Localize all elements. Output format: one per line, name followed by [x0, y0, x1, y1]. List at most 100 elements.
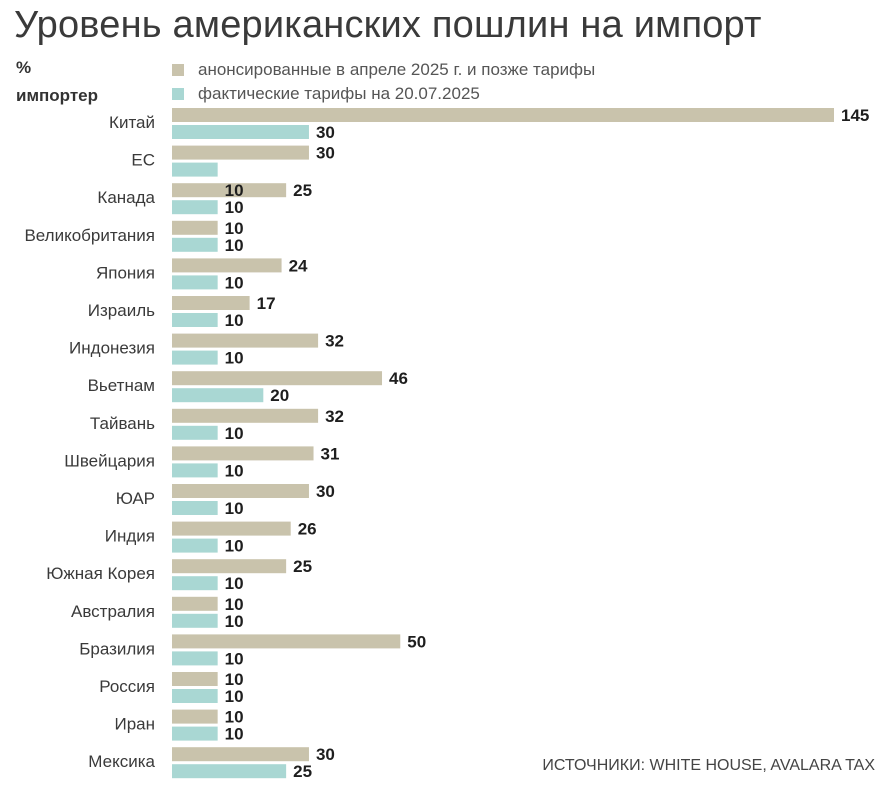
bar-actual	[172, 200, 218, 215]
value-label-announced: 50	[407, 632, 426, 651]
value-label-actual: 10	[225, 725, 244, 744]
category-label: Вьетнам	[88, 376, 155, 395]
bar-announced	[172, 559, 287, 574]
category-label: Австралия	[71, 602, 155, 621]
value-label-actual: 10	[225, 349, 244, 368]
category-label: Япония	[96, 263, 155, 282]
bar-actual	[172, 651, 218, 666]
value-label-actual: 10	[225, 461, 244, 480]
legend-label-announced: анонсированные в апреле 2025 г. и позже …	[198, 60, 596, 79]
bar-announced	[172, 108, 834, 122]
bar-actual	[172, 388, 264, 403]
legend-label-actual: фактические тарифы на 20.07.2025	[198, 84, 480, 103]
category-label: ЕС	[131, 151, 155, 170]
value-label-announced: 32	[325, 407, 344, 426]
value-label-actual: 10	[225, 612, 244, 631]
bar-actual	[172, 350, 218, 365]
value-label-actual: 10	[225, 311, 244, 330]
value-label-announced: 30	[316, 745, 335, 764]
value-label-actual: 30	[316, 123, 335, 142]
bar-announced	[172, 596, 218, 611]
bar-actual	[172, 125, 309, 139]
value-label-announced: 32	[325, 332, 344, 351]
bar-actual	[172, 689, 218, 703]
bar-announced	[172, 145, 309, 160]
category-label: Индия	[105, 527, 155, 546]
bar-actual	[172, 275, 218, 290]
value-label-announced: 30	[316, 482, 335, 501]
bar-actual	[172, 538, 218, 553]
row-header-label: импортер	[16, 86, 99, 105]
bar-announced	[172, 333, 319, 348]
legend-item-announced: анонсированные в апреле 2025 г. и позже …	[172, 58, 595, 82]
value-label-announced: 26	[298, 520, 317, 539]
value-label-actual: 10	[225, 499, 244, 518]
value-label-announced: 145	[841, 106, 869, 125]
value-label-actual: 20	[270, 386, 289, 405]
value-label-actual: 10	[225, 687, 244, 706]
value-label-actual: 10	[225, 537, 244, 556]
value-label-announced: 30	[316, 144, 335, 163]
legend-swatch-actual	[172, 88, 184, 100]
legend-swatch-announced	[172, 64, 184, 76]
value-label-announced: 10	[225, 670, 244, 689]
bar-actual	[172, 313, 218, 327]
bar-actual	[172, 237, 218, 252]
category-label: Бразилия	[79, 639, 155, 658]
category-label: Мексика	[88, 752, 155, 771]
bar-announced	[172, 446, 314, 461]
value-label-announced: 10	[225, 595, 244, 614]
value-label-announced: 46	[389, 369, 408, 388]
category-label: Канада	[97, 188, 155, 207]
value-label-announced: 10	[225, 219, 244, 238]
bar-announced	[172, 371, 383, 386]
category-label: ЮАР	[116, 489, 155, 508]
bar-announced	[172, 672, 218, 686]
bar-announced	[172, 709, 218, 724]
bar-actual	[172, 425, 218, 440]
bar-announced	[172, 183, 287, 198]
bar-actual	[172, 726, 218, 741]
bar-announced	[172, 484, 309, 498]
bar-announced	[172, 408, 319, 423]
bar-announced	[172, 258, 282, 273]
bar-actual	[172, 463, 218, 478]
value-label-announced: 25	[293, 557, 312, 576]
value-label-announced: 17	[257, 294, 276, 313]
bar-actual	[172, 501, 218, 515]
legend: анонсированные в апреле 2025 г. и позже …	[172, 58, 595, 106]
category-label: Россия	[99, 677, 155, 696]
bar-actual	[172, 764, 287, 779]
value-label-actual: 10	[225, 198, 244, 217]
bar-announced	[172, 220, 218, 235]
value-label-actual: 10	[225, 236, 244, 255]
legend-item-actual: фактические тарифы на 20.07.2025	[172, 82, 595, 106]
value-label-announced: 31	[321, 444, 340, 463]
category-label: Южная Корея	[46, 564, 155, 583]
category-label: Великобритания	[24, 226, 155, 245]
category-label: Китай	[109, 113, 155, 132]
bar-actual	[172, 613, 218, 628]
value-label-actual: 10	[225, 424, 244, 443]
source-note: ИСТОЧНИКИ: WHITE HOUSE, AVALARA TAX	[542, 757, 875, 774]
value-label-announced: 10	[225, 708, 244, 727]
bar-announced	[172, 747, 309, 762]
category-label: Индонезия	[69, 339, 155, 358]
value-label-actual: 10	[225, 273, 244, 292]
category-label: Израиль	[88, 301, 155, 320]
chart-title: Уровень американских пошлин на импорт	[14, 4, 762, 46]
category-label: Иран	[114, 715, 155, 734]
value-label-actual: 10	[225, 649, 244, 668]
value-label-actual: 10	[225, 574, 244, 593]
bar-announced	[172, 521, 291, 536]
value-label-announced: 25	[293, 181, 312, 200]
bar-actual	[172, 162, 218, 177]
value-label-actual: 25	[293, 762, 312, 781]
value-label-announced: 24	[289, 256, 308, 275]
category-label: Швейцария	[64, 451, 155, 470]
bar-announced	[172, 634, 401, 649]
bar-announced	[172, 296, 250, 310]
bar-actual	[172, 576, 218, 591]
category-label: Тайвань	[90, 414, 155, 433]
